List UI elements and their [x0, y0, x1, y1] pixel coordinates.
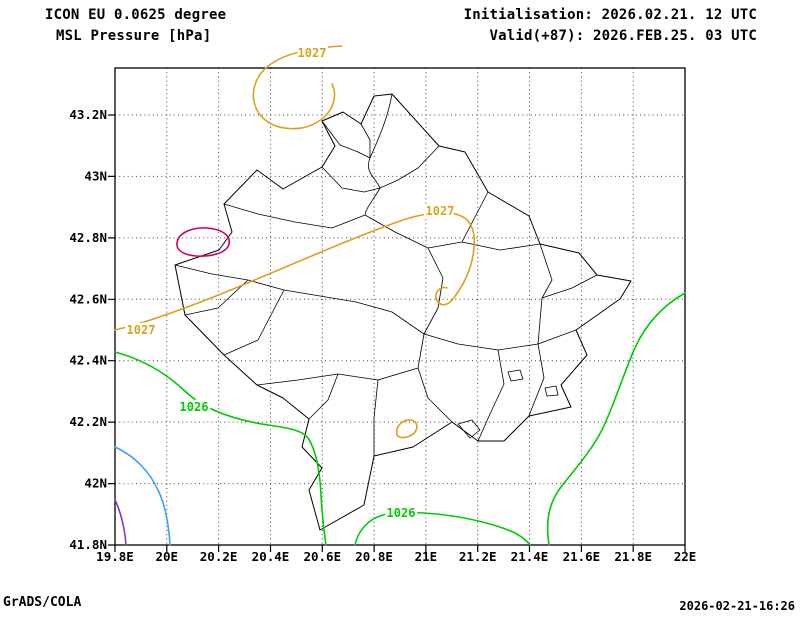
plot-frame	[114, 67, 686, 546]
field-title: MSL Pressure [hPa]	[56, 28, 212, 44]
y-tick-label: 42.6N	[69, 291, 107, 306]
x-tick-label: 21.8E	[614, 549, 652, 564]
x-tick-label: 21.6E	[563, 549, 601, 564]
contour-label-1027-mid: 1027	[426, 204, 455, 218]
contour-magenta-cell	[176, 227, 231, 257]
x-tick-label: 19.8E	[96, 549, 134, 564]
contour-violet-corner	[114, 499, 127, 546]
x-tick-label: 20.2E	[200, 549, 238, 564]
x-tick-label: 20.8E	[355, 549, 393, 564]
isobars	[114, 45, 686, 546]
x-tick-label: 21.2E	[459, 549, 497, 564]
y-tick-label: 43.2N	[69, 107, 107, 122]
initialisation-time: Initialisation: 2026.02.21. 12 UTC	[463, 7, 757, 23]
contour-label-1027-top: 1027	[298, 46, 327, 60]
contour-label-1027-west: 1027	[127, 323, 156, 337]
model-title: ICON EU 0.0625 degree	[45, 7, 227, 23]
contour-1026-south	[354, 511, 531, 546]
contour-1026-east	[546, 292, 686, 546]
x-tick-label: 22E	[674, 549, 697, 564]
x-tick-label: 20.4E	[252, 549, 290, 564]
x-tick-label: 21E	[415, 549, 438, 564]
contour-1027-cell	[395, 419, 418, 439]
contour-1027-main	[114, 212, 476, 331]
y-tick-label: 41.8N	[69, 537, 107, 552]
contour-label-1026-south: 1026	[387, 506, 416, 520]
contour-blue-southwest	[114, 446, 171, 546]
municipality-borders	[174, 93, 598, 456]
x-tick-label: 21.4E	[511, 549, 549, 564]
grid-horizontal-lines	[115, 114, 685, 485]
x-tick-label: 20.6E	[303, 549, 341, 564]
country-border	[174, 93, 632, 531]
contour-label-1026-west: 1026	[180, 400, 209, 414]
y-tick-label: 42N	[84, 476, 107, 491]
valid-time: Valid(+87): 2026.FEB.25. 03 UTC	[489, 28, 757, 44]
grid-vertical-lines	[166, 68, 634, 545]
y-tick-label: 42.4N	[69, 353, 107, 368]
y-axis-tickmarks	[108, 114, 115, 546]
y-tick-label: 43N	[84, 168, 107, 183]
y-tick-label: 42.8N	[69, 230, 107, 245]
x-axis-tickmarks	[114, 545, 686, 552]
enclave-borders	[457, 369, 559, 439]
y-tick-label: 42.2N	[69, 414, 107, 429]
grads-credit: GrADS/COLA	[3, 595, 82, 610]
contour-1027-top	[252, 45, 343, 130]
x-axis-labels: 19.8E 20E 20.2E 20.4E 20.6E 20.8E 21E 21…	[96, 549, 696, 564]
isobar-labels: 1027 1027 1027 1026 1026	[124, 44, 457, 523]
kosovo-map	[174, 93, 632, 531]
x-tick-label: 20E	[156, 549, 179, 564]
contour-1026-west	[114, 351, 327, 546]
creation-timestamp: 2026-02-21-16:26	[679, 599, 795, 613]
y-axis-labels: 43.2N 43N 42.8N 42.6N 42.4N 42.2N 42N 41…	[69, 107, 107, 552]
